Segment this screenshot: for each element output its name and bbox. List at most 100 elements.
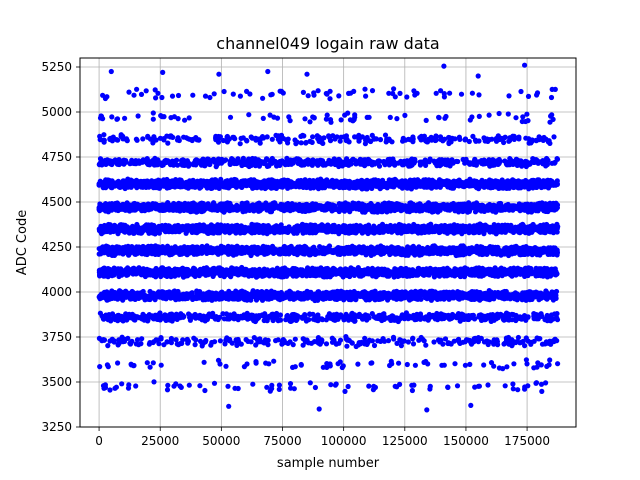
data-point bbox=[248, 339, 254, 345]
data-point bbox=[148, 270, 154, 276]
data-point bbox=[491, 315, 497, 321]
data-point bbox=[253, 342, 259, 348]
data-point bbox=[186, 382, 192, 388]
data-point bbox=[164, 387, 171, 393]
data-point bbox=[161, 342, 167, 348]
data-point bbox=[315, 312, 321, 318]
data-point bbox=[539, 388, 545, 394]
data-point bbox=[165, 270, 171, 276]
data-point bbox=[253, 313, 259, 319]
data-point bbox=[449, 311, 456, 318]
data-point bbox=[323, 295, 329, 302]
data-point bbox=[488, 360, 495, 366]
data-point bbox=[287, 339, 293, 345]
data-point bbox=[246, 315, 252, 321]
data-point bbox=[447, 340, 453, 347]
data-point bbox=[547, 292, 554, 298]
data-point bbox=[168, 335, 174, 342]
data-point bbox=[284, 312, 291, 319]
data-point bbox=[104, 362, 110, 368]
data-point bbox=[423, 270, 429, 276]
data-point bbox=[293, 317, 299, 323]
data-point bbox=[502, 383, 508, 389]
data-point bbox=[184, 338, 191, 344]
data-point bbox=[504, 364, 510, 370]
data-point bbox=[234, 342, 240, 348]
data-point bbox=[451, 338, 457, 344]
data-point bbox=[365, 269, 371, 275]
data-point bbox=[545, 340, 551, 346]
data-point bbox=[544, 296, 550, 302]
data-point bbox=[459, 266, 466, 272]
data-point bbox=[543, 380, 549, 386]
data-point bbox=[552, 266, 558, 272]
data-point bbox=[174, 341, 180, 347]
data-point bbox=[366, 383, 372, 389]
data-point bbox=[220, 311, 226, 317]
data-point bbox=[394, 340, 400, 346]
data-point bbox=[347, 289, 353, 295]
data-point bbox=[431, 314, 437, 320]
data-point bbox=[196, 315, 203, 321]
data-point bbox=[416, 265, 422, 271]
data-point bbox=[237, 295, 243, 301]
data-point bbox=[538, 381, 545, 387]
data-point bbox=[307, 311, 313, 317]
data-point bbox=[113, 384, 119, 390]
data-point bbox=[117, 295, 123, 301]
data-point bbox=[265, 314, 271, 320]
data-point bbox=[506, 312, 512, 318]
data-point bbox=[380, 312, 386, 318]
data-point bbox=[443, 314, 450, 320]
data-point bbox=[388, 358, 394, 364]
data-point bbox=[378, 338, 384, 344]
data-point bbox=[373, 315, 379, 321]
data-point bbox=[427, 383, 433, 389]
data-point bbox=[356, 340, 362, 346]
data-point bbox=[232, 271, 238, 277]
data-point bbox=[320, 364, 326, 370]
data-point bbox=[390, 334, 397, 340]
data-point bbox=[127, 341, 134, 347]
data-point bbox=[306, 270, 312, 276]
data-point bbox=[217, 338, 223, 344]
data-point bbox=[485, 382, 491, 388]
data-point bbox=[212, 339, 218, 345]
data-point bbox=[310, 293, 316, 299]
data-point bbox=[515, 387, 521, 393]
data-point bbox=[250, 291, 256, 297]
data-point bbox=[501, 317, 507, 323]
data-point bbox=[298, 362, 304, 368]
data-point bbox=[530, 293, 536, 299]
data-point bbox=[130, 271, 136, 277]
data-point bbox=[186, 311, 192, 317]
data-point bbox=[285, 293, 291, 299]
data-point bbox=[298, 267, 304, 273]
data-point bbox=[416, 337, 422, 343]
data-point bbox=[287, 381, 294, 387]
data-point bbox=[368, 290, 374, 297]
data-point bbox=[190, 272, 197, 278]
data-point bbox=[134, 337, 141, 343]
data-point bbox=[349, 310, 355, 316]
data-point bbox=[542, 317, 548, 323]
data-point bbox=[369, 338, 375, 344]
data-point bbox=[261, 317, 267, 324]
data-point bbox=[324, 361, 330, 367]
data-point bbox=[547, 273, 554, 279]
data-point bbox=[458, 314, 464, 320]
data-point bbox=[111, 272, 117, 278]
data-point bbox=[510, 381, 516, 387]
data-point bbox=[319, 316, 325, 322]
data-point bbox=[522, 273, 528, 279]
data-point bbox=[144, 360, 150, 366]
data-point bbox=[163, 317, 169, 323]
data-point bbox=[158, 362, 164, 368]
data-point bbox=[215, 269, 221, 275]
data-point bbox=[314, 297, 321, 303]
data-point bbox=[385, 270, 391, 276]
data-point bbox=[168, 314, 174, 320]
data-point bbox=[232, 385, 238, 391]
data-point bbox=[173, 337, 179, 343]
data-point bbox=[138, 267, 144, 273]
